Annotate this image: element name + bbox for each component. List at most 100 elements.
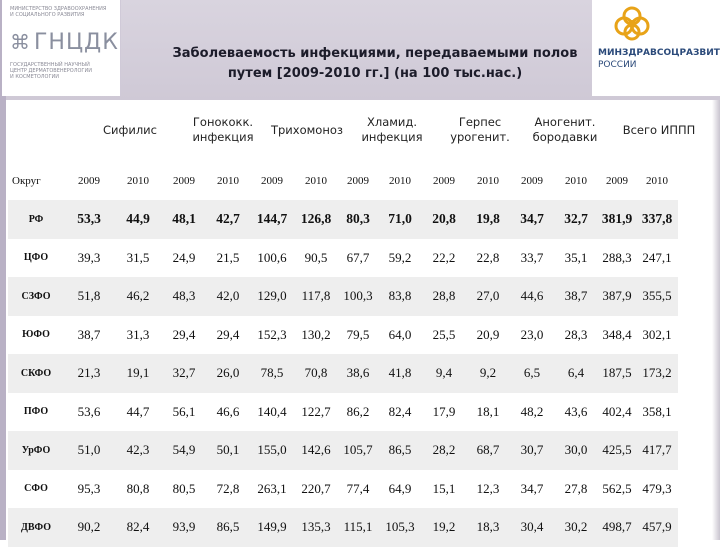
- value-cell: 15,1: [432, 480, 456, 496]
- value-cell: 21,5: [216, 249, 240, 265]
- value-cell: 77,4: [346, 480, 370, 496]
- value-cell: 562,5: [602, 480, 632, 496]
- region-cell: ПФО: [23, 406, 49, 418]
- logo-brand: ⌘ ГНЦДК: [10, 30, 119, 55]
- right-edge-shadow: [712, 100, 720, 540]
- category-trichomoniasis: Трихомоноз: [270, 122, 344, 137]
- value-cell: 24,9: [172, 249, 196, 265]
- value-cell: 28,8: [422, 277, 466, 316]
- value-cell: 80,3: [338, 200, 378, 239]
- table-row: ЮФО 38,7 31,3 29,4 29,4 152,3 130,2 79,5 64,0 25,…: [8, 316, 678, 355]
- logo-top-caption: МИНИСТЕРСТВО ЗДРАВООХРАНЕНИЯ И СОЦИАЛЬНО…: [10, 6, 107, 18]
- value-cell: 78,5: [250, 354, 294, 393]
- value-cell: 173,2: [636, 354, 678, 393]
- year-header-cell: 2010: [217, 175, 239, 187]
- year-header-cell: 2010: [389, 175, 411, 187]
- ministry-name: МИНЗДРАВСОЦРАЗВИТИЯ: [598, 48, 720, 58]
- value-cell: 44,7: [126, 403, 150, 419]
- value-cell: 46,2: [114, 277, 162, 316]
- region-cell: ЮФО: [22, 329, 50, 341]
- region-cell: СФО: [24, 483, 48, 495]
- category-gonococcal: Гонококк. инфекция: [192, 115, 254, 144]
- year-header-cell: 2010: [127, 175, 149, 187]
- value-cell: 53,3: [64, 200, 114, 239]
- category-herpes: Герпес урогенит.: [450, 115, 510, 144]
- value-cell: 31,3: [126, 326, 150, 342]
- value-cell: 30,4: [510, 508, 554, 547]
- value-cell: 44,9: [114, 200, 162, 239]
- region-cell: РФ: [8, 200, 64, 239]
- value-cell: 402,4: [602, 403, 632, 419]
- ministry-emblem-icon: [614, 6, 650, 41]
- page-title: Заболеваемость инфекциями, передаваемыми…: [172, 46, 578, 81]
- value-cell: 48,1: [162, 200, 206, 239]
- value-cell: 39,3: [77, 249, 101, 265]
- value-cell: 18,3: [466, 508, 510, 547]
- value-cell: 86,5: [378, 431, 422, 470]
- value-cell: 27,8: [564, 480, 588, 496]
- value-cell: 56,1: [172, 403, 196, 419]
- value-cell: 82,4: [388, 403, 412, 419]
- ministry-country: РОССИИ: [598, 60, 637, 70]
- table-row: СЗФО 51,8 46,2 48,3 42,0 129,0 117,8 100,3 83,8 2…: [8, 277, 678, 316]
- value-cell: 135,3: [294, 508, 338, 547]
- value-cell: 187,5: [598, 354, 636, 393]
- value-cell: 247,1: [642, 249, 672, 265]
- year-header-cell: 2009: [78, 175, 100, 187]
- value-cell: 19,2: [422, 508, 466, 547]
- gncdk-logo: МИНИСТЕРСТВО ЗДРАВООХРАНЕНИЯ И СОЦИАЛЬНО…: [2, 0, 121, 96]
- value-cell: 79,5: [346, 326, 370, 342]
- value-cell: 71,0: [378, 200, 422, 239]
- table-row: СФО 95,3 80,8 80,5 72,8 263,1 220,7 77,4 64,9 15,…: [8, 470, 678, 509]
- year-header-cell: 2010: [305, 175, 327, 187]
- value-cell: 35,1: [564, 249, 588, 265]
- value-cell: 155,0: [250, 431, 294, 470]
- value-cell: 68,7: [466, 431, 510, 470]
- value-cell: 64,9: [388, 480, 412, 496]
- year-header-cell: 2009: [521, 175, 543, 187]
- value-cell: 30,7: [510, 431, 554, 470]
- value-cell: 358,1: [642, 403, 672, 419]
- value-cell: 44,6: [510, 277, 554, 316]
- value-cell: 82,4: [114, 508, 162, 547]
- value-cell: 64,0: [388, 326, 412, 342]
- year-header-cell: 2010: [565, 175, 587, 187]
- table-row: ДВФО 90,2 82,4 93,9 86,5 149,9 135,3 115,1 105,3…: [8, 508, 678, 547]
- value-cell: 80,8: [126, 480, 150, 496]
- value-cell: 498,7: [598, 508, 636, 547]
- value-cell: 117,8: [294, 277, 338, 316]
- value-cell: 34,7: [520, 480, 544, 496]
- table-row: ПФО 53,6 44,7 56,1 46,6 140,4 122,7 86,2 82,4 17,…: [8, 393, 678, 432]
- value-cell: 67,7: [346, 249, 370, 265]
- value-cell: 105,7: [338, 431, 378, 470]
- ministry-logo: МИНЗДРАВСОЦРАЗВИТИЯ РОССИИ: [592, 0, 720, 96]
- value-cell: 130,2: [301, 326, 331, 342]
- value-cell: 54,9: [162, 431, 206, 470]
- value-cell: 20,9: [476, 326, 500, 342]
- value-cell: 30,0: [554, 431, 598, 470]
- value-cell: 25,5: [432, 326, 456, 342]
- value-cell: 417,7: [636, 431, 678, 470]
- value-cell: 29,4: [216, 326, 240, 342]
- value-cell: 86,2: [346, 403, 370, 419]
- value-cell: 90,5: [304, 249, 328, 265]
- value-cell: 28,2: [422, 431, 466, 470]
- value-cell: 105,3: [378, 508, 422, 547]
- value-cell: 93,9: [162, 508, 206, 547]
- value-cell: 17,9: [432, 403, 456, 419]
- value-cell: 152,3: [257, 326, 287, 342]
- value-cell: 263,1: [257, 480, 287, 496]
- value-cell: 140,4: [257, 403, 287, 419]
- year-header-cell: 2009: [173, 175, 195, 187]
- value-cell: 38,6: [338, 354, 378, 393]
- value-cell: 115,1: [338, 508, 378, 547]
- logo-mark-icon: ⌘: [10, 30, 31, 54]
- category-syphilis: Сифилис: [103, 122, 157, 137]
- region-cell: ДВФО: [8, 508, 64, 547]
- value-cell: 90,2: [64, 508, 114, 547]
- value-cell: 220,7: [301, 480, 331, 496]
- category-total: Всего ИППП: [622, 122, 696, 137]
- value-cell: 50,1: [206, 431, 250, 470]
- value-cell: 43,6: [564, 403, 588, 419]
- value-cell: 30,2: [554, 508, 598, 547]
